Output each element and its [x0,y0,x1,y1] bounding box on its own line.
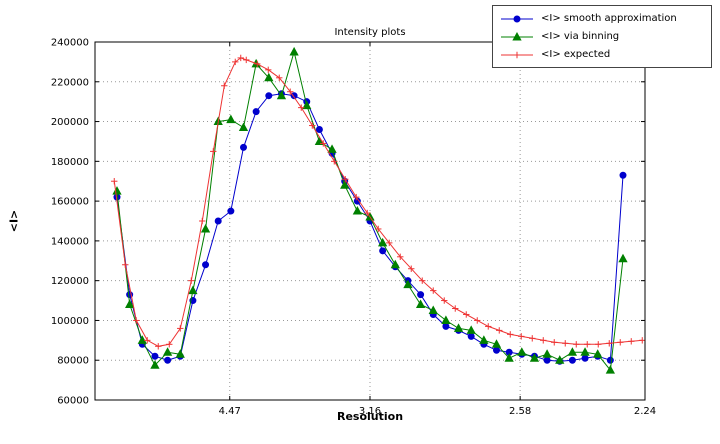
blue-circle-line-marker-icon [501,15,533,22]
circle-marker-icon [315,126,323,134]
triangle-marker-icon [175,349,185,358]
circle-marker-icon [151,352,159,360]
triangle-marker-icon [340,180,350,189]
legend: <I> smooth approximation <I> via binning… [492,5,712,68]
circle-marker-icon [265,92,273,100]
y-tick-label: 100000 [51,316,89,327]
x-tick-label: 2.24 [634,406,656,417]
triangle-marker-icon [441,315,451,324]
chart-title: Intensity plots [334,27,406,38]
triangle-marker-icon [162,347,173,356]
triangle-marker-icon [378,237,388,247]
x-tick-label: 2.58 [509,406,531,417]
legend-item-expected: <I> expected [499,46,705,63]
triangle-marker-icon [327,144,337,153]
legend-label: <I> via binning [541,31,620,42]
triangle-marker-icon [188,285,198,295]
y-tick-label: 120000 [51,276,89,287]
circle-marker-icon [252,108,260,116]
triangle-marker-icon [593,349,603,358]
triangle-marker-icon [504,353,514,362]
y-tick-label: 180000 [51,157,89,168]
triangle-marker-icon [150,360,160,369]
legend-item-smooth-approximation: <I> smooth approximation [499,10,705,27]
x-tick-label: 4.47 [219,406,241,417]
y-tick-label: 60000 [57,396,89,407]
triangle-marker-icon [428,305,438,314]
y-tick-label: 140000 [51,236,89,247]
triangle-marker-icon [453,323,464,332]
triangle-marker-icon [415,299,426,309]
circle-marker-icon [619,171,627,179]
x-axis-label: Resolution [336,410,404,423]
triangle-marker-icon [517,347,527,356]
circle-marker-icon [568,356,576,364]
triangle-marker-icon [352,206,362,215]
triangle-marker-icon [555,355,565,364]
triangle-marker-icon [618,253,628,263]
circle-marker-icon [543,356,551,364]
triangle-marker-icon [580,347,590,356]
triangle-marker-icon [466,325,476,334]
y-tick-label: 80000 [57,356,89,367]
triangle-marker-icon [125,299,135,309]
circle-marker-icon [202,261,210,269]
triangle-marker-icon [276,90,287,100]
legend-label: <I> expected [541,49,611,60]
triangle-marker-icon [238,122,249,132]
circle-marker-icon [606,356,614,364]
legend-item-via-binning: <I> via binning [499,28,705,45]
circle-marker-icon [581,354,589,362]
triangle-marker-icon [567,347,578,356]
y-tick-label: 220000 [51,77,89,88]
y-axis-label: <I> [7,209,21,233]
y-tick-label: 240000 [51,38,89,49]
green-triangle-line-marker-icon [501,31,533,40]
y-tick-label: 160000 [51,197,89,208]
triangle-marker-icon [512,31,522,40]
triangle-marker-icon [491,339,502,348]
circle-marker-icon [417,291,425,299]
triangle-marker-icon [542,349,552,358]
y-tick-label: 200000 [51,117,89,128]
circle-marker-icon [240,143,247,151]
triangle-marker-icon [137,335,147,344]
triangle-marker-icon [200,223,211,233]
circle-marker-icon [493,346,500,354]
triangle-marker-icon [302,100,312,110]
triangle-marker-icon [529,353,540,362]
circle-marker-icon [442,322,450,330]
circle-marker-icon [513,15,521,22]
legend-label: <I> smooth approximation [541,13,677,24]
triangle-marker-icon [605,365,615,374]
circle-marker-icon [379,247,387,255]
circle-marker-icon [227,207,235,215]
triangle-marker-icon [479,335,489,344]
triangle-marker-icon [289,46,299,56]
triangle-marker-icon [403,279,413,289]
red-plus-line-marker-icon [501,51,533,58]
x-tick-label: 3.16 [359,406,381,417]
circle-marker-icon [214,217,222,225]
triangle-marker-icon [226,114,236,124]
circle-marker-icon [467,332,475,340]
triangle-marker-icon [264,72,274,82]
circle-marker-icon [164,356,172,364]
triangle-marker-icon [390,259,400,269]
